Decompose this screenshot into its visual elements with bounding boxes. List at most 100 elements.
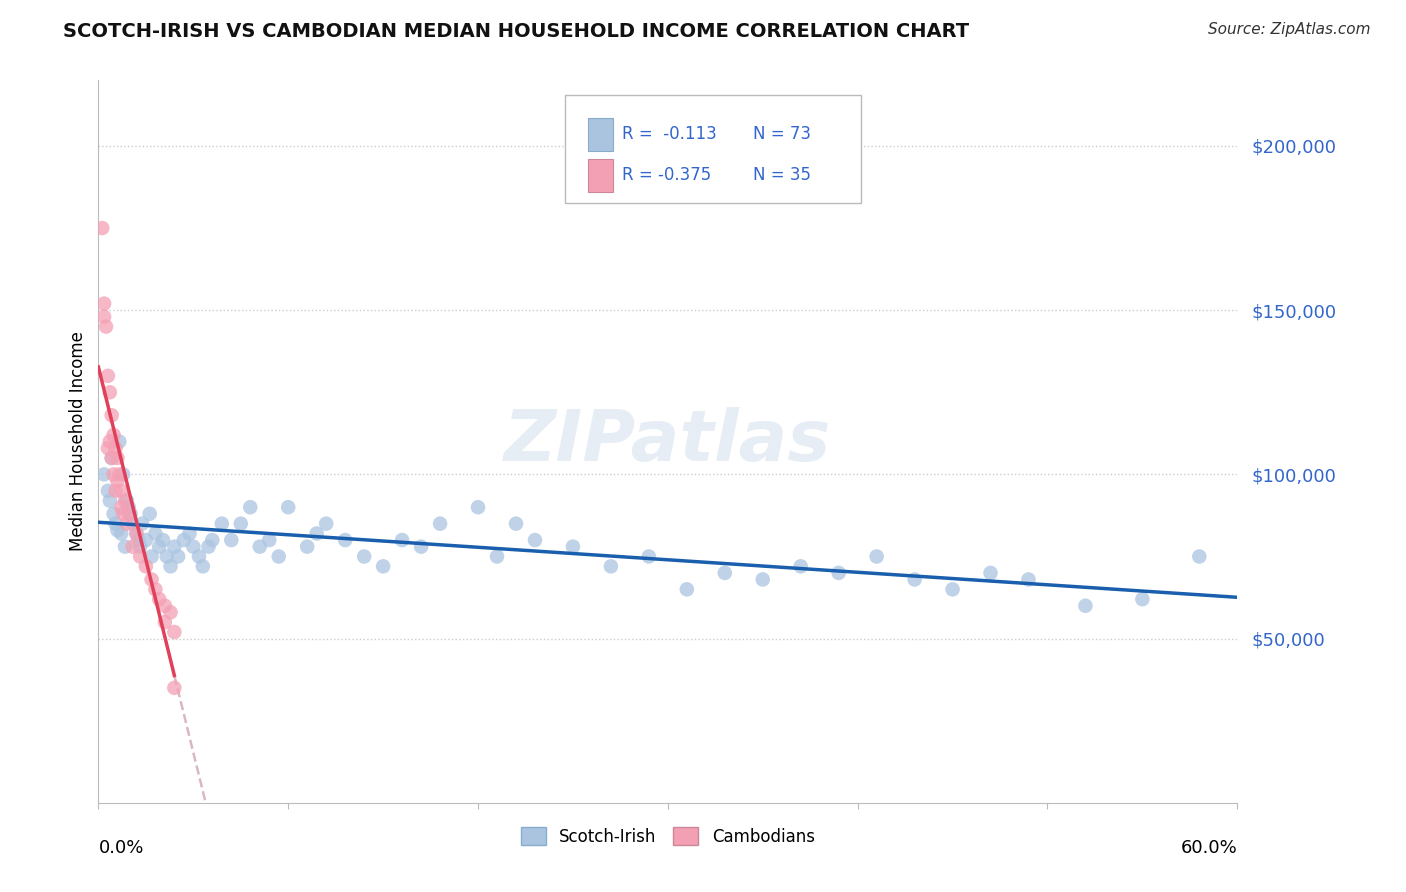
Point <box>866 549 889 564</box>
Point <box>159 605 181 619</box>
Point <box>108 467 131 482</box>
FancyBboxPatch shape <box>565 95 862 203</box>
Point <box>135 559 157 574</box>
Point <box>183 540 205 554</box>
Bar <box>588 160 613 192</box>
Point <box>353 549 375 564</box>
Point <box>112 507 135 521</box>
Point <box>108 434 131 449</box>
Text: R = -0.375: R = -0.375 <box>623 167 711 185</box>
Point <box>93 467 115 482</box>
Text: SCOTCH-IRISH VS CAMBODIAN MEDIAN HOUSEHOLD INCOME CORRELATION CHART: SCOTCH-IRISH VS CAMBODIAN MEDIAN HOUSEHO… <box>63 22 969 41</box>
Point <box>371 559 394 574</box>
Point <box>120 507 142 521</box>
Point <box>97 483 120 498</box>
Point <box>125 526 148 541</box>
Point <box>121 516 143 531</box>
Text: N = 35: N = 35 <box>754 167 811 185</box>
Point <box>153 599 176 613</box>
Point <box>110 483 132 498</box>
Point <box>100 450 122 465</box>
Text: 0.0%: 0.0% <box>98 838 143 857</box>
Point <box>163 540 186 554</box>
Point <box>562 540 585 554</box>
Point <box>145 582 167 597</box>
Point <box>1188 549 1211 564</box>
Point <box>391 533 413 547</box>
Point <box>979 566 1001 580</box>
Text: Source: ZipAtlas.com: Source: ZipAtlas.com <box>1208 22 1371 37</box>
Point <box>148 592 170 607</box>
Point <box>100 450 122 465</box>
Point <box>110 500 132 515</box>
Point <box>752 573 775 587</box>
Point <box>125 526 148 541</box>
Point <box>159 559 181 574</box>
Point <box>267 549 290 564</box>
Text: ZIPatlas: ZIPatlas <box>505 407 831 476</box>
Point <box>277 500 299 515</box>
Point <box>156 549 179 564</box>
Point <box>152 533 174 547</box>
Point <box>221 533 243 547</box>
Y-axis label: Median Household Income: Median Household Income <box>69 332 87 551</box>
Point <box>173 533 195 547</box>
Point <box>138 507 160 521</box>
Point <box>229 516 252 531</box>
Point <box>91 221 114 235</box>
Point <box>179 526 201 541</box>
Point <box>107 450 129 465</box>
Text: R =  -0.113: R = -0.113 <box>623 125 717 143</box>
Point <box>98 434 121 449</box>
Point <box>118 507 141 521</box>
Point <box>100 409 122 423</box>
Point <box>104 516 127 531</box>
Point <box>135 533 157 547</box>
Point <box>505 516 527 531</box>
Point <box>131 516 153 531</box>
Point <box>524 533 547 547</box>
Point <box>163 681 186 695</box>
Point <box>115 516 138 531</box>
Point <box>259 533 281 547</box>
Point <box>600 559 623 574</box>
Point <box>335 533 357 547</box>
Point <box>114 493 136 508</box>
Point <box>98 385 121 400</box>
Legend: Scotch-Irish, Cambodians: Scotch-Irish, Cambodians <box>515 821 821 852</box>
Point <box>429 516 451 531</box>
Point <box>188 549 211 564</box>
Point <box>103 428 125 442</box>
Point <box>714 566 737 580</box>
Point <box>118 500 141 515</box>
Point <box>114 540 136 554</box>
Point <box>790 559 813 574</box>
Point <box>121 540 143 554</box>
Point <box>110 526 132 541</box>
Point <box>141 549 163 564</box>
Point <box>115 493 138 508</box>
Point <box>411 540 433 554</box>
Point <box>167 549 190 564</box>
Point <box>467 500 489 515</box>
Point <box>107 474 129 488</box>
Point <box>98 493 121 508</box>
Point <box>211 516 233 531</box>
Point <box>191 559 214 574</box>
Point <box>638 549 661 564</box>
Point <box>904 573 927 587</box>
Point <box>141 573 163 587</box>
Point <box>148 540 170 554</box>
Point <box>1132 592 1154 607</box>
Point <box>94 319 117 334</box>
Point <box>104 483 127 498</box>
Point <box>197 540 219 554</box>
Point <box>93 310 115 324</box>
Point <box>127 533 149 547</box>
Point <box>315 516 337 531</box>
Point <box>104 441 127 455</box>
Point <box>129 549 152 564</box>
Point <box>249 540 271 554</box>
Point <box>676 582 699 597</box>
Point <box>1074 599 1097 613</box>
